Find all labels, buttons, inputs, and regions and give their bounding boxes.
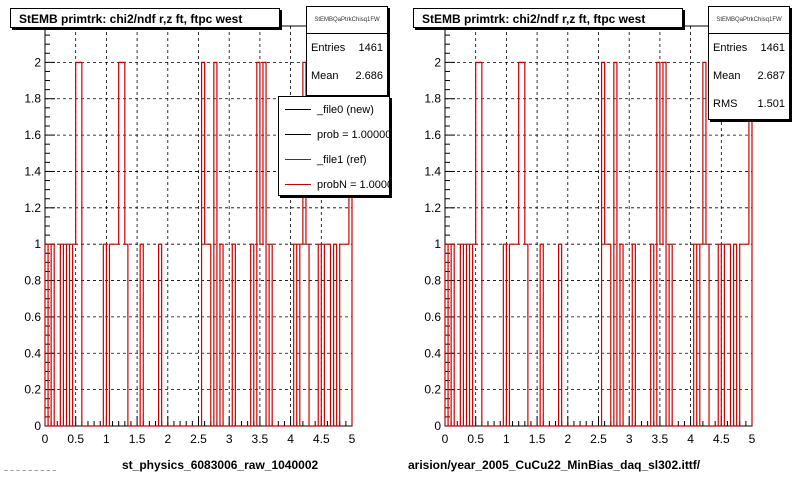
legend-entry-prob: prob = 1.000000 xyxy=(279,122,389,147)
y-tick-label: 1.6 xyxy=(24,128,41,142)
plot-title-left: StEMB primtrk: chi2/ndf r,z ft, ftpc wes… xyxy=(10,8,280,28)
x-tick-label: 2.5 xyxy=(590,432,607,446)
y-tick-label: 0 xyxy=(34,419,41,433)
x-tick-label: 1 xyxy=(103,432,110,446)
y-tick-label: 1.4 xyxy=(424,164,441,178)
stats-mean-row: Mean 2.686 xyxy=(307,62,387,90)
run-label-right: arision/year_2005_CuCu22_MinBias_daq_sl3… xyxy=(408,458,701,472)
y-tick-label: 0.6 xyxy=(24,310,41,324)
x-tick-label: 0.5 xyxy=(467,432,484,446)
x-tick-label: 1.5 xyxy=(129,432,146,446)
stats-mean-label: Mean xyxy=(311,70,339,82)
x-tick-label: 2 xyxy=(164,432,171,446)
corner-text: ~ ~ ~ ~ ~ ~ ~ ~ ~ xyxy=(4,468,57,475)
stats-rms-label: RMS xyxy=(713,98,738,110)
legend-entry-file1: _file1 (ref) xyxy=(279,147,389,172)
histogram-right: 0 0.5 1 1.5 2 2.5 3 3.5 4 4.5 5 0 0.2 0.4 0.6 0.8 1 1.2 1.… xyxy=(424,25,756,446)
stats-box-right: StEMBQaPtrkChisq1FW Entries 1461 Mean 2.… xyxy=(708,6,790,120)
x-tick-label: 0 xyxy=(442,432,449,446)
y-tick-label: 0.6 xyxy=(424,310,441,324)
x-tick-label: 3.5 xyxy=(652,432,669,446)
stats-name: StEMBQaPtrkChisq1FW xyxy=(709,7,789,34)
legend-swatch xyxy=(285,109,311,110)
legend-box: _file0 (new) prob = 1.000000 _file1 (ref… xyxy=(278,96,390,196)
stats-entries-row: Entries 1461 xyxy=(307,34,387,62)
y-tick-label: 1.2 xyxy=(24,201,41,215)
histogram-left: 0 0.5 1 1.5 2 2.5 3 3.5 4 4.5 5 0 0.2 0.4 0.6 0.8 1 1.2 1.… xyxy=(24,25,356,446)
y-tick-label: 2 xyxy=(434,55,441,69)
legend-label: _file0 (new) xyxy=(317,103,374,116)
stats-rms-value: 1.501 xyxy=(757,98,785,110)
y-tick-label: 0.8 xyxy=(24,274,41,288)
y-tick-label: 1.8 xyxy=(24,92,41,106)
x-tick-label: 0 xyxy=(42,432,49,446)
x-tick-label: 3.5 xyxy=(252,432,269,446)
y-tick-label: 1.2 xyxy=(424,201,441,215)
y-tick-label: 0.8 xyxy=(424,274,441,288)
y-tick-label: 0.2 xyxy=(24,383,41,397)
x-tick-label: 3 xyxy=(626,432,633,446)
x-tick-label: 4 xyxy=(287,432,294,446)
stats-rms-row: RMS 1.501 xyxy=(709,90,789,118)
stats-entries-value: 1461 xyxy=(760,42,785,54)
histogram-series xyxy=(444,61,753,427)
histogram-series xyxy=(44,61,353,427)
x-tick-label: 0.5 xyxy=(67,432,84,446)
y-tick-label: 1.4 xyxy=(24,164,41,178)
stats-entries-label: Entries xyxy=(713,42,748,54)
legend-swatch xyxy=(285,159,311,160)
stats-box-left: StEMBQaPtrkChisq1FW Entries 1461 Mean 2.… xyxy=(306,6,388,96)
stats-name: StEMBQaPtrkChisq1FW xyxy=(307,7,387,34)
stats-entries-label: Entries xyxy=(311,42,346,54)
stats-mean-label: Mean xyxy=(713,70,741,82)
x-tick-label: 1.5 xyxy=(529,432,546,446)
y-tick-label: 1 xyxy=(34,237,41,251)
x-tick-label: 4 xyxy=(687,432,694,446)
stats-mean-value: 2.686 xyxy=(355,70,383,82)
legend-label: probN = 1.000000 xyxy=(317,178,389,191)
x-tick-label: 2.5 xyxy=(190,432,207,446)
x-tick-label: 2 xyxy=(564,432,571,446)
x-tick-label: 5 xyxy=(349,432,356,446)
stats-entries-row: Entries 1461 xyxy=(709,34,789,62)
run-label-left: st_physics_6083006_raw_1040002 xyxy=(122,458,319,472)
legend-label: prob = 1.000000 xyxy=(317,128,390,141)
x-tick-label: 5 xyxy=(749,432,756,446)
legend-entry-file0: _file0 (new) xyxy=(279,97,389,122)
legend-entry-probn: probN = 1.000000 xyxy=(279,172,389,195)
y-tick-label: 0.4 xyxy=(24,346,41,360)
y-tick-label: 1 xyxy=(434,237,441,251)
stats-entries-value: 1461 xyxy=(358,42,383,54)
legend-swatch xyxy=(285,134,311,135)
stats-mean-row: Mean 2.687 xyxy=(709,62,789,90)
legend-swatch xyxy=(285,184,311,185)
y-tick-label: 2 xyxy=(34,55,41,69)
x-tick-label: 4.5 xyxy=(713,432,730,446)
y-tick-label: 0.4 xyxy=(424,346,441,360)
x-tick-label: 3 xyxy=(226,432,233,446)
y-tick-label: 0.2 xyxy=(424,383,441,397)
legend-label: _file1 (ref) xyxy=(317,153,367,166)
x-tick-label: 1 xyxy=(503,432,510,446)
plot-title-right: StEMB primtrk: chi2/ndf r,z ft, ftpc wes… xyxy=(413,8,683,28)
stats-mean-value: 2.687 xyxy=(757,70,785,82)
y-tick-label: 1.6 xyxy=(424,128,441,142)
x-tick-label: 4.5 xyxy=(313,432,330,446)
y-tick-label: 1.8 xyxy=(424,92,441,106)
y-tick-label: 0 xyxy=(434,419,441,433)
